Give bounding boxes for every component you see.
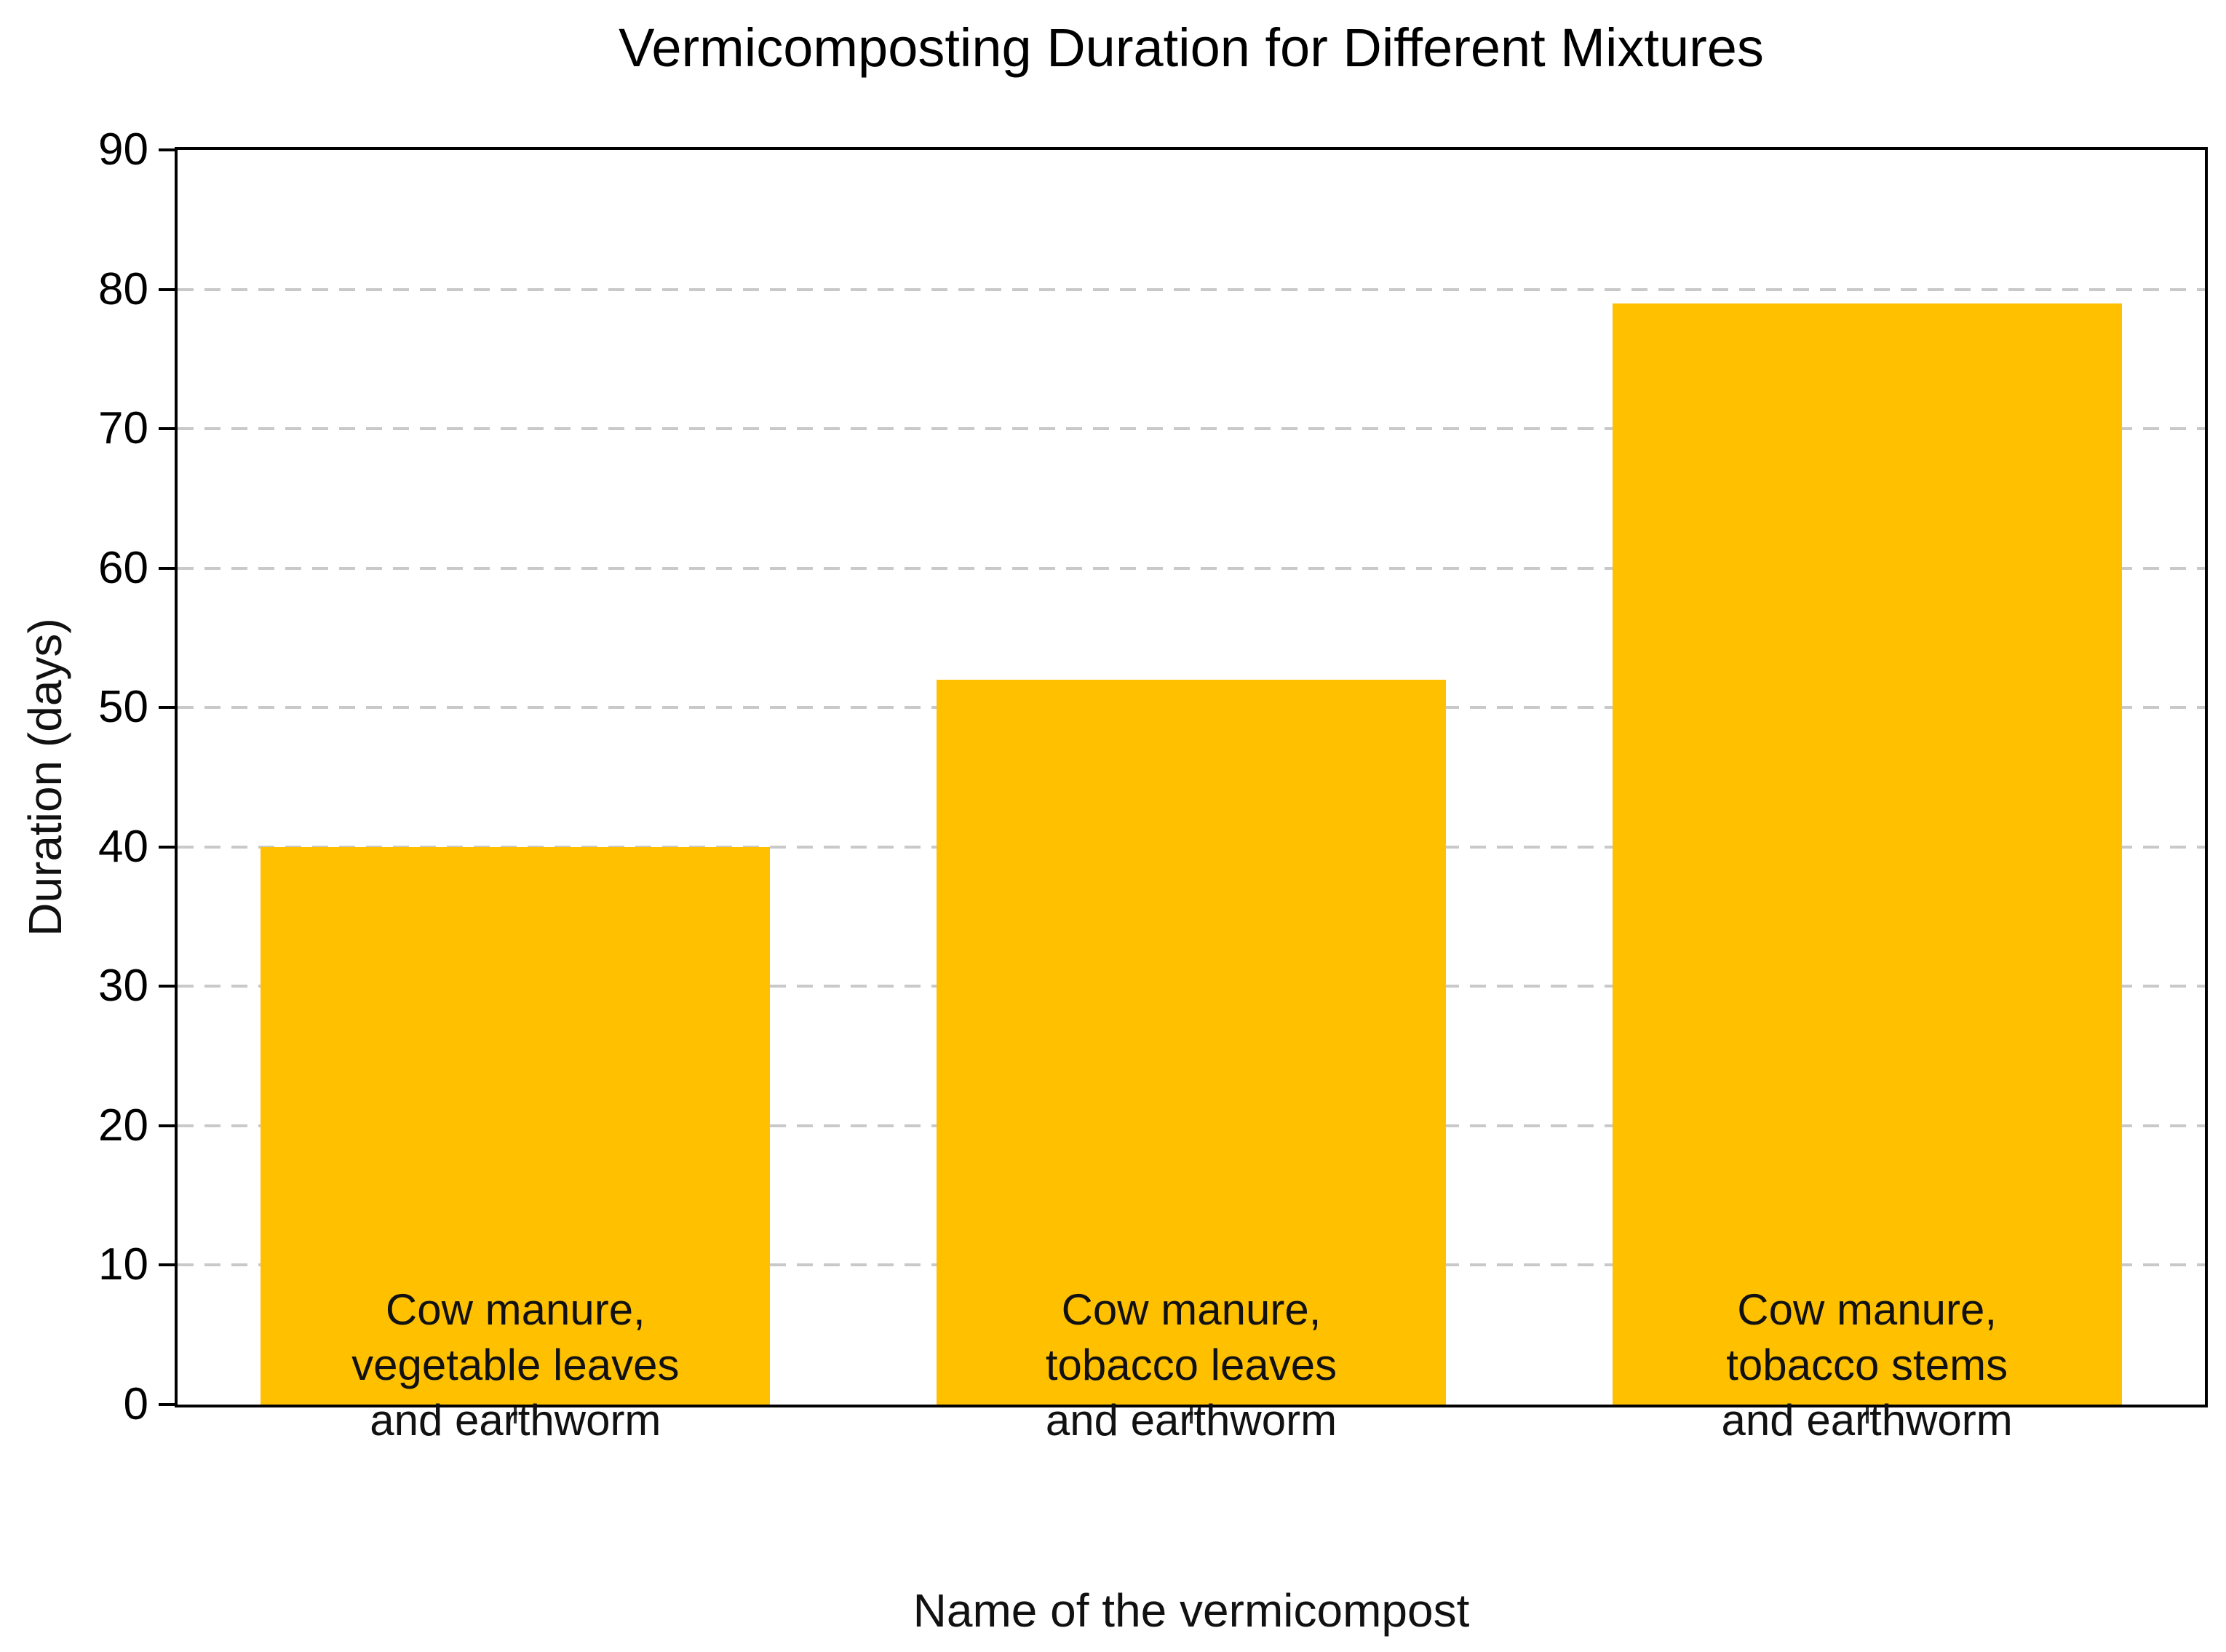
y-tick-mark-80 (159, 287, 175, 291)
y-tick-label-90: 90 (98, 124, 148, 175)
y-tick-mark-70 (159, 427, 175, 431)
gridline-y-80 (178, 287, 2205, 291)
x-tick-mark-2 (1865, 1407, 1869, 1423)
gridline-y-60 (178, 566, 2205, 570)
y-tick-label-40: 40 (98, 821, 148, 872)
x-category-label-2: Cow manure, tobacco stems and earthworm (1721, 1285, 2013, 1445)
y-tick-mark-0 (159, 1403, 175, 1406)
x-category-label-0: Cow manure, vegetable leaves and earthwo… (351, 1285, 680, 1445)
y-tick-label-70: 70 (98, 403, 148, 454)
y-tick-label-60: 60 (98, 542, 148, 593)
plot-area: 0 10 20 30 40 50 60 70 80 90 (98, 127, 2208, 1427)
y-tick-label-0: 0 (123, 1379, 148, 1429)
bar-0 (261, 847, 771, 1405)
gridline-y-70 (178, 427, 2205, 431)
y-tick-mark-50 (159, 706, 175, 710)
y-tick-label-30: 30 (98, 961, 148, 1012)
y-tick-mark-30 (159, 985, 175, 988)
y-tick-label-20: 20 (98, 1100, 148, 1151)
x-axis-label: Name of the vermicompost (913, 1584, 1470, 1637)
chart-title: Vermicomposting Duration for Different M… (619, 17, 1764, 78)
y-tick-mark-40 (159, 845, 175, 849)
bar-2 (1612, 303, 2122, 1405)
y-axis-label: Duration (days) (19, 618, 71, 937)
y-tick-mark-60 (159, 566, 175, 570)
y-tick-mark-20 (159, 1124, 175, 1127)
y-tick-mark-10 (159, 1263, 175, 1267)
y-tick-label-80: 80 (98, 263, 148, 314)
y-tick-label-10: 10 (98, 1239, 148, 1290)
bar-1 (937, 680, 1446, 1405)
x-category-label-1: Cow manure, tobacco leaves and earthworm (1045, 1285, 1337, 1445)
y-tick-mark-90 (159, 148, 175, 151)
y-tick-label-50: 50 (98, 682, 148, 733)
x-tick-mark-0 (514, 1407, 517, 1423)
x-tick-mark-1 (1190, 1407, 1193, 1423)
